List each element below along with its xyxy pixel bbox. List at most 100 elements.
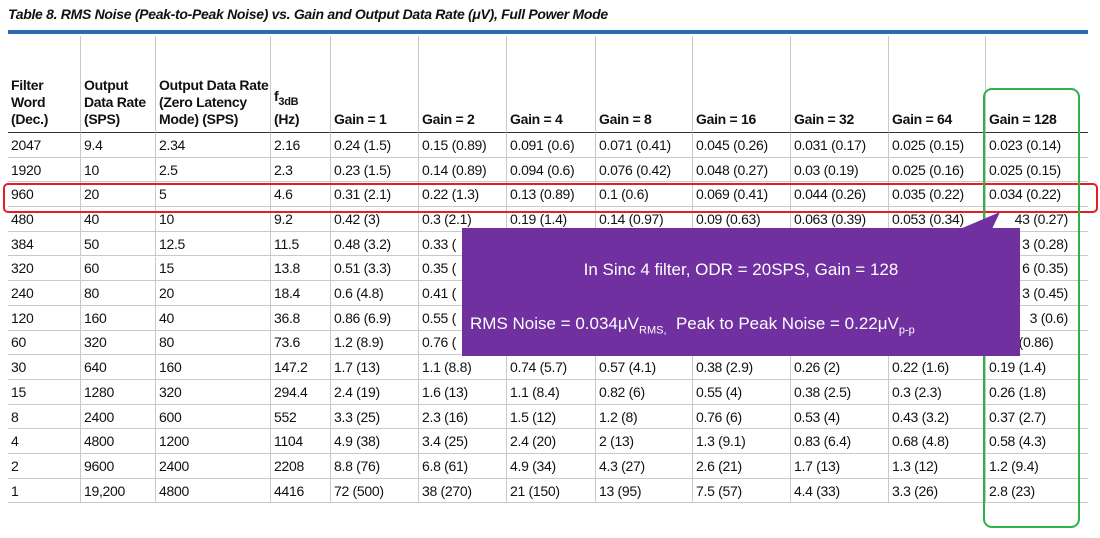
header-cell: Output Data Rate (SPS) [80, 36, 155, 133]
callout-line: In Sinc 4 filter, ODR = 20SPS, Gain = 12… [583, 260, 899, 279]
table-cell: 0.42 (3) [330, 207, 418, 232]
table-cell: 0.22 (1.3) [418, 182, 506, 208]
table-cell: 8 [8, 405, 80, 430]
table-cell: 5 [155, 182, 270, 208]
table-cell: 80 [155, 330, 270, 356]
table-cell: 15 [155, 256, 270, 282]
rms-sub: RMS, [639, 324, 667, 337]
table-cell: 8.8 (76) [330, 454, 418, 479]
table-cell: 0.37 (2.7) [985, 404, 1088, 430]
table-cell: 600 [155, 404, 270, 430]
header-text: Gain = 64 [892, 111, 952, 127]
table-cell: 0.025 (0.15) [985, 157, 1088, 183]
table-cell: 2.3 [270, 157, 330, 183]
table-cell: 1280 [80, 380, 155, 405]
table-cell: 60 [8, 331, 80, 356]
table-cell: 0.68 (4.8) [888, 429, 985, 455]
table-cell: 72 (500) [330, 478, 418, 504]
table-cell: 160 [155, 355, 270, 380]
table-cell: 50 [80, 231, 155, 257]
table-cell: 4800 [155, 478, 270, 504]
table-cell: 4 [8, 429, 80, 455]
table-cell: 2.5 [155, 157, 270, 183]
highlight-row [3, 183, 1098, 213]
header-text: Gain = 4 [510, 111, 563, 127]
table-cell: 0.24 (1.5) [330, 133, 418, 158]
pp-label: Peak to Peak Noise = 0.22μV [675, 314, 899, 333]
table-cell: 13 (95) [595, 478, 692, 504]
table-cell: 0.23 (1.5) [330, 157, 418, 183]
header-text: Gain = 1 [334, 111, 387, 127]
table-cell: 7.5 (57) [692, 478, 790, 504]
header-cell: Gain = 1 [330, 36, 418, 133]
table-cell: 1.3 (12) [888, 454, 985, 479]
table-cell: 0.044 (0.26) [790, 182, 888, 208]
table-cell: 1104 [270, 429, 330, 455]
header-text: Output Data Rate (SPS) [84, 77, 146, 127]
table-cell: 12.5 [155, 231, 270, 257]
table-cell: 1.2 (8.9) [330, 330, 418, 356]
table-cell: 1.1 (8.4) [506, 380, 595, 405]
header-cell: Filter Word (Dec.) [8, 36, 80, 133]
table-cell: 0.43 (3.2) [888, 404, 985, 430]
table-cell: 0.069 (0.41) [692, 182, 790, 208]
header-cell: Gain = 128 [985, 36, 1088, 133]
table-cell: 0.048 (0.27) [692, 157, 790, 183]
table-cell: 73.6 [270, 330, 330, 356]
table-cell: 1920 [8, 158, 80, 183]
table-cell: 6.8 (61) [418, 454, 506, 479]
header-text: Gain = 128 [989, 111, 1057, 127]
header-text: Output Data Rate (Zero Latency Mode) (SP… [159, 77, 269, 127]
table-cell: 20 [80, 182, 155, 208]
table-cell: 1.2 (8) [595, 404, 692, 430]
table-cell: 38 (270) [418, 478, 506, 504]
table-cell: 1200 [155, 429, 270, 455]
table-cell: 320 [155, 380, 270, 405]
table-cell: 3.4 (25) [418, 429, 506, 455]
header-text: Gain = 2 [422, 111, 475, 127]
table-cell: 120 [8, 306, 80, 331]
table-cell: 320 [80, 330, 155, 356]
table-cell: 147.2 [270, 355, 330, 380]
table-cell: 40 [155, 305, 270, 331]
table-cell: 9600 [80, 454, 155, 479]
header-unit: (Hz) [274, 111, 300, 127]
table-cell: 0.58 (4.3) [985, 429, 1088, 455]
rms-label: RMS Noise = 0.034μV [470, 314, 640, 333]
table-cell: 1 [8, 479, 80, 504]
table-cell: 0.26 (2) [790, 355, 888, 380]
table-cell: 3.3 (25) [330, 404, 418, 430]
header-text: Filter Word (Dec.) [11, 77, 49, 127]
header-cell: Gain = 4 [506, 36, 595, 133]
table-cell: 1.1 (8.8) [418, 355, 506, 380]
table-cell: 4.3 (27) [595, 454, 692, 479]
table-cell: 1.5 (12) [506, 404, 595, 430]
table-cell: 1.6 (13) [418, 380, 506, 405]
table-cell: 0.57 (4.1) [595, 355, 692, 380]
table-cell: 0.094 (0.6) [506, 157, 595, 183]
table-cell: 2 [8, 454, 80, 479]
table-cell: 13.8 [270, 256, 330, 282]
table-cell: 40 [80, 207, 155, 232]
header-main: f [274, 88, 279, 105]
table-cell: 0.38 (2.9) [692, 355, 790, 380]
table-cell: 0.045 (0.26) [692, 133, 790, 158]
table-cell: 0.025 (0.15) [888, 133, 985, 158]
table-cell: 10 [80, 157, 155, 183]
table-cell: 0.19 (1.4) [985, 355, 1088, 380]
table-cell: 0.031 (0.17) [790, 133, 888, 158]
header-text: Gain = 16 [696, 111, 756, 127]
table-cell: 0.86 (6.9) [330, 305, 418, 331]
table-cell: 4.6 [270, 182, 330, 208]
table-cell: 0.38 (2.5) [790, 380, 888, 405]
title-rule [8, 30, 1088, 34]
pp-sub: p-p [898, 324, 915, 337]
table-cell: 0.55 (4) [692, 380, 790, 405]
table-cell: 0.83 (6.4) [790, 429, 888, 455]
table-cell: 0.53 (4) [790, 404, 888, 430]
table-cell: 0.31 (2.1) [330, 182, 418, 208]
table-cell: 2047 [8, 133, 80, 158]
header-cell: Output Data Rate (Zero Latency Mode) (SP… [155, 36, 270, 133]
table-cell: 2400 [80, 404, 155, 430]
